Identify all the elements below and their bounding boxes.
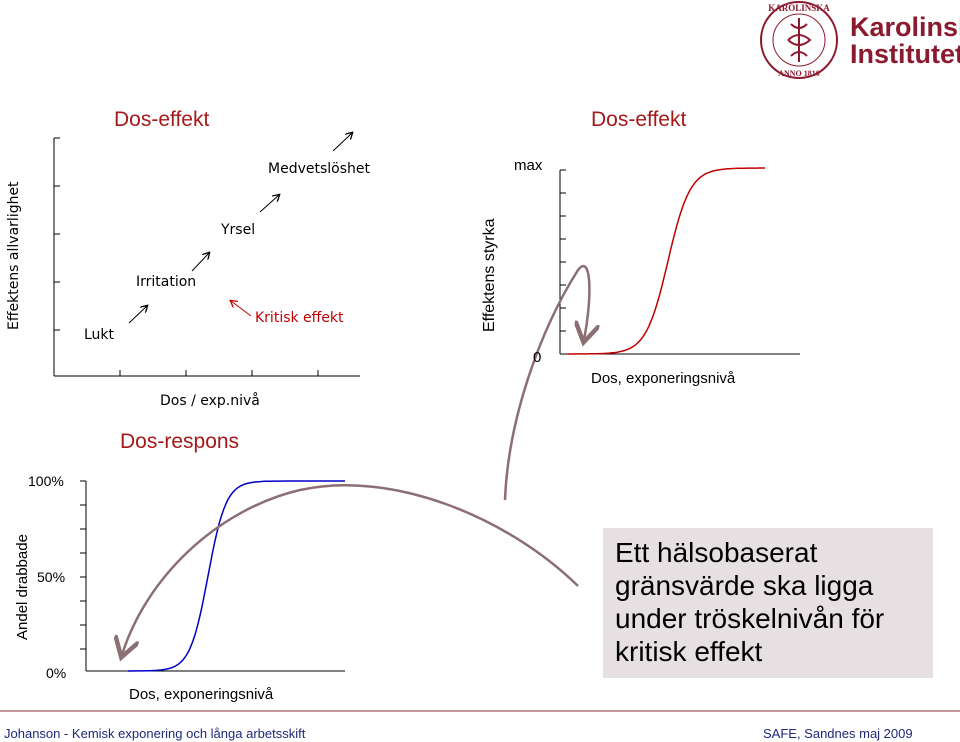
callout-box: Ett hälsobaserat gränsvärde ska ligga un… — [603, 528, 933, 678]
bottom-chart-xlabel: Dos, exponeringsnivå — [129, 686, 274, 703]
svg-text:ANNO 1810: ANNO 1810 — [778, 69, 820, 78]
threshold-arrow — [503, 265, 589, 501]
left-chart-arrows — [128, 133, 352, 324]
left-chart-title: Dos-effekt — [114, 108, 210, 131]
right-chart-ylabel: Effektens styrka — [481, 218, 498, 332]
left-chart-xlabel: Dos / exp.nivå — [160, 393, 260, 409]
bottom-chart-title: Dos-respons — [120, 430, 240, 453]
tick-label-100: 100% — [28, 473, 64, 489]
label-irritation: Irritation — [136, 274, 197, 290]
label-medvetsloshet: Medvetslöshet — [268, 161, 370, 177]
right-chart-xlabel: Dos, exponeringsnivå — [591, 370, 736, 387]
tick-label-50: 50% — [37, 569, 66, 585]
tick-label-0: 0% — [46, 665, 67, 681]
logo-line-1: Karolinska — [850, 12, 960, 42]
karolinska-seal-icon: KAROLINSKA ANNO 1810 — [760, 1, 838, 79]
bottom-chart-axes — [80, 480, 345, 672]
callout-text: Ett hälsobaserat gränsvärde ska ligga un… — [615, 537, 885, 667]
footer-left: Johanson - Kemisk exponering och långa a… — [4, 726, 306, 741]
dose-effect-curve — [568, 167, 765, 355]
label-yrsel: Yrsel — [221, 222, 256, 238]
left-chart-ylabel: Effektens allvarlighet — [6, 181, 22, 330]
footer-right: SAFE, Sandnes maj 2009 — [763, 726, 913, 741]
label-critical-effect: Kritisk effekt — [255, 310, 344, 326]
right-chart-title: Dos-effekt — [591, 108, 687, 131]
right-chart-ymax: max — [514, 157, 543, 174]
svg-text:KAROLINSKA: KAROLINSKA — [768, 3, 830, 13]
callout-arrow — [122, 483, 579, 655]
right-chart-axes — [559, 169, 800, 355]
right-chart-yzero: 0 — [533, 349, 542, 366]
bottom-chart-ylabel: Andel drabbade — [14, 534, 31, 640]
left-chart-axes — [53, 137, 360, 377]
critical-effect-arrow — [231, 301, 252, 317]
label-lukt: Lukt — [84, 327, 115, 343]
logo-wordmark: Karolinska Institutet — [850, 14, 960, 68]
dose-response-curve — [128, 480, 345, 672]
logo-line-2: Institutet — [850, 39, 960, 69]
